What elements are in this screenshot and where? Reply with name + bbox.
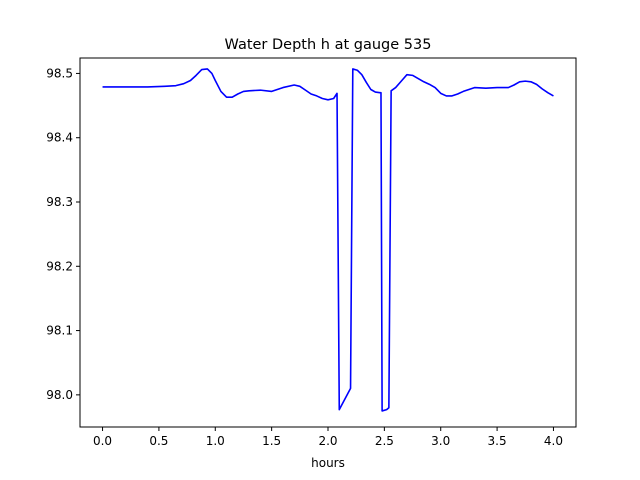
series-line	[102, 68, 554, 412]
y-tick-label: 98.3	[46, 195, 73, 209]
chart-title: Water Depth h at gauge 535	[225, 37, 432, 53]
y-tick-label: 98.1	[46, 324, 73, 338]
x-axis-label: hours	[311, 456, 345, 470]
y-tick-label: 98.0	[46, 388, 73, 402]
y-tick-label: 98.2	[46, 259, 73, 273]
plot-area: 0.0 0.5 1.0 1.5 2.0 2.5 3.0 3.5 4.0 98.0 98.1 98.2 9…	[46, 57, 577, 448]
x-tick-label: 3.5	[488, 434, 507, 448]
y-tick-label: 98.4	[46, 131, 73, 145]
x-tick-label: 1.5	[262, 434, 281, 448]
x-tick-label: 2.5	[375, 434, 394, 448]
x-tick-label: 3.0	[431, 434, 450, 448]
x-tick-label: 0.0	[93, 434, 112, 448]
x-tick-label: 0.5	[149, 434, 168, 448]
y-tick-label: 98.5	[46, 66, 73, 80]
x-tick-label: 1.0	[206, 434, 225, 448]
x-tick-label: 4.0	[544, 434, 563, 448]
x-tick-label: 2.0	[318, 434, 337, 448]
